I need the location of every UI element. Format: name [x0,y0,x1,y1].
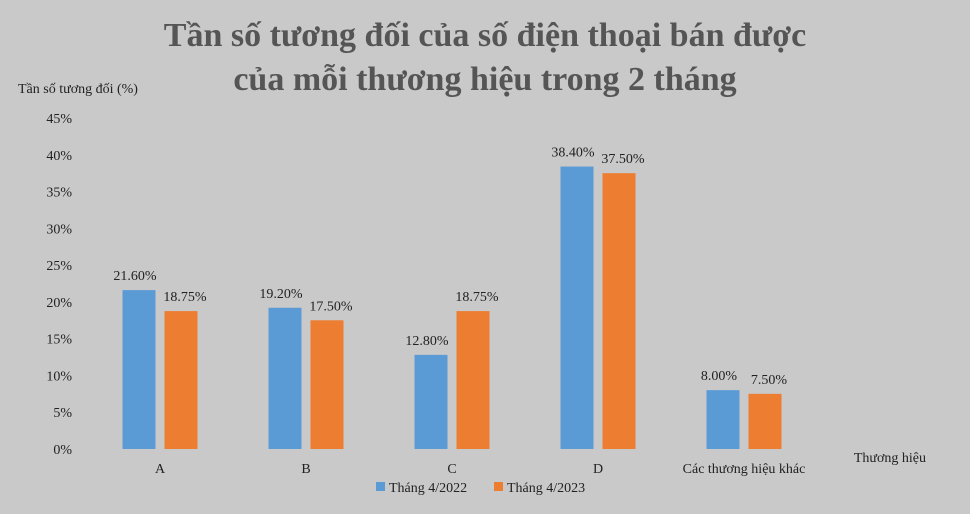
x-category-label: D [593,462,603,477]
data-label: 21.60% [113,269,157,284]
x-category-label: Các thương hiệu khác [683,462,806,477]
data-label: 17.50% [309,299,353,314]
x-category-label: C [447,462,456,477]
y-tick-label: 0% [53,443,72,458]
legend-swatch [494,482,503,491]
chart-title-line-1: Tần số tương đối của số điện thoại bán đ… [164,17,806,54]
data-label: 12.80% [405,334,449,349]
chart-title-line-2: của mỗi thương hiệu trong 2 tháng [233,61,736,98]
bar-series1 [268,307,302,449]
legend-label: Tháng 4/2023 [507,481,585,496]
data-label: 18.75% [163,290,207,305]
y-tick-label: 5% [53,406,72,421]
data-label: 37.50% [601,152,645,167]
legend-swatch [376,482,385,491]
x-axis-label: Thương hiệu [854,451,926,466]
legend: Tháng 4/2022 Tháng 4/2023 [376,481,585,496]
y-tick-label: 30% [46,222,72,237]
y-tick-label: 35% [46,186,72,201]
bar-series2 [602,173,636,449]
y-axis-ticks: 0% 5% 10% 15% 20% 25% 30% 35% 40% 45% [46,112,72,458]
data-label: 18.75% [455,290,499,305]
y-tick-label: 10% [46,369,72,384]
legend-label: Tháng 4/2022 [389,481,467,496]
bar-series1 [414,354,448,449]
bar-series2 [748,393,782,449]
y-tick-label: 15% [46,333,72,348]
bar-series2 [456,311,490,449]
y-tick-label: 45% [46,112,72,127]
bar-series1 [560,166,594,449]
y-axis-label: Tần số tương đối (%) [18,82,138,97]
y-tick-label: 25% [46,259,72,274]
x-category-label: B [301,462,310,477]
x-category-label: A [155,462,166,477]
bar-series1 [706,390,740,449]
data-label: 7.50% [751,373,788,388]
bar-series2 [310,320,344,449]
data-label: 19.20% [259,287,303,302]
x-axis-categories: A B C D Các thương hiệu khác [155,462,805,477]
bar-series2 [164,311,198,449]
bar-series1 [122,290,156,449]
bars: 21.60% 18.75% 19.20% 17.50% 12.80% 18.75% 38.4… [113,146,787,449]
data-label: 8.00% [701,369,738,384]
y-tick-label: 20% [46,296,72,311]
data-label: 38.40% [551,146,595,161]
y-tick-label: 40% [46,149,72,164]
